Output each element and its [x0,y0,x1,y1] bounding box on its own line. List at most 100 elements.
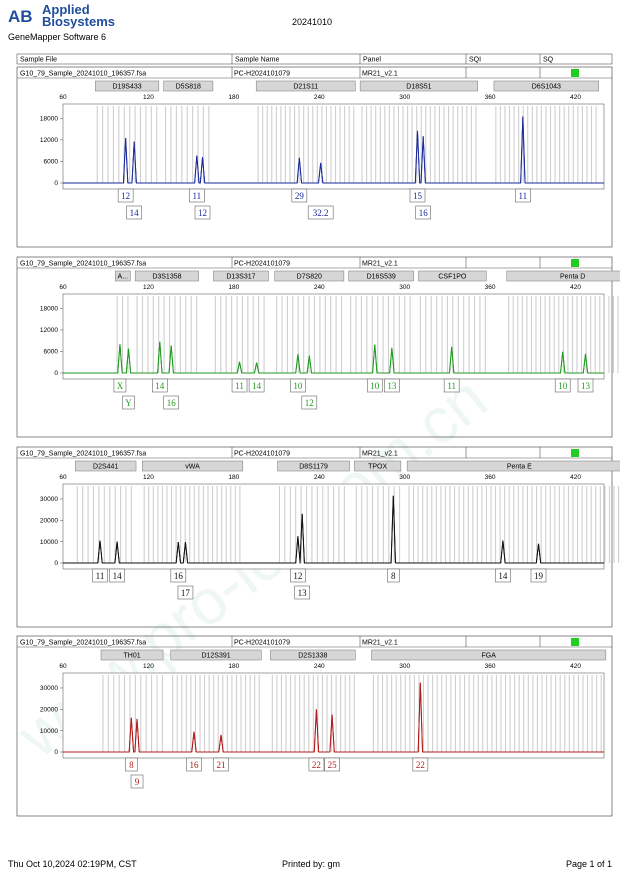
marker-bar [277,460,350,472]
x-tick-label: 420 [570,94,581,101]
panel-frame [16,256,613,438]
peak-mark [97,540,103,564]
allele-call-box [290,378,306,393]
allele-bin [196,296,198,373]
allele-call-label: 15 [413,191,423,201]
allele-bin [172,675,174,752]
peak-29: 29 [291,157,308,203]
allele-call-box [170,568,187,583]
allele-bin [463,486,465,563]
allele-bin [271,106,273,183]
allele-bin [595,486,597,563]
allele-bin [581,486,583,563]
marker-label: D2S441 [93,464,118,471]
x-tick-label: 240 [314,94,325,101]
allele-bin [536,106,538,183]
allele-bin [134,675,136,752]
allele-call-box [307,205,334,220]
allele-bin [590,296,592,373]
panel-blue: G10_79_Sample_20241010_196357.fsa PC-H202… [16,66,613,248]
allele-call-label: 14 [252,381,262,391]
x-tick-label: 60 [59,663,67,670]
allele-bin [554,486,556,563]
allele-bin [504,486,506,563]
x-tick-label: 120 [143,474,154,481]
allele-bin [408,486,410,563]
allele-bin [540,486,542,563]
marker-label: D16S539 [367,274,396,281]
allele-bin [157,486,159,563]
allele-bin [214,296,216,373]
peak-16: 16 [415,136,431,220]
peak-25: 25 [324,714,340,772]
allele-bin [562,296,564,373]
peak-14: 14 [248,362,265,393]
allele-call-label: 11 [235,381,244,391]
sample-file-value: G10_79_Sample_20241010_196357.fsa [20,451,146,458]
allele-bin [375,106,377,183]
allele-bin [103,486,105,563]
allele-bin [276,296,278,373]
peak-10: 10 [366,344,383,393]
allele-bin [141,296,144,373]
peak-10: 10 [554,351,571,393]
allele-bin [526,486,529,563]
allele-bin [278,486,280,563]
allele-bin [618,486,620,563]
marker-label: D2S1338 [298,653,327,660]
allele-bin [577,106,579,183]
peak-mark [114,541,120,564]
allele-call-box [152,378,168,393]
allele-bin [361,106,363,183]
allele-bin [335,675,337,752]
allele-bin [303,106,305,183]
allele-call-label: 17 [181,588,191,598]
x-tick-label: 420 [570,284,581,291]
peak-mark [128,717,135,753]
peak-10: 10 [290,354,306,393]
allele-bin [411,106,413,183]
x-tick-label: 300 [399,94,410,101]
brand-line1: Applied [42,2,90,17]
allele-bin [156,675,158,752]
allele-bin [152,296,154,373]
allele-call-label: 11 [447,381,456,391]
allele-bin [572,486,574,563]
allele-bin [312,675,314,752]
allele-bin [193,486,195,563]
allele-bin [395,675,397,752]
allele-bin [326,675,328,752]
allele-bin [148,486,150,563]
marker-label: D13S317 [226,274,255,281]
allele-call-label: 14 [498,571,508,581]
marker-d5s818: D5S818 [163,80,214,92]
allele-bin [297,296,299,373]
peak-mark [500,540,506,564]
allele-bin [463,675,466,752]
peak-13: 13 [384,347,400,393]
peak-mark [372,344,378,374]
allele-bin [448,106,450,183]
allele-bin [450,675,452,752]
marker-label: D19S433 [112,84,141,91]
sizing-quality-indicator [571,638,579,646]
allele-bin [399,486,401,563]
marker-a-: A... [115,270,131,282]
allele-bin [190,296,192,373]
marker-label: Penta D [560,274,585,281]
allele-bin [397,106,400,183]
allele-bin [404,296,406,373]
y-axis: 0 10000 20000 30000 [40,496,63,567]
allele-bins [96,106,597,183]
allele-call-box [186,757,202,772]
allele-bin [222,675,224,752]
allele-bin [184,486,186,563]
y-tick-label: 12000 [40,327,58,334]
allele-call-label: 13 [298,588,308,598]
peak-mark [253,362,260,374]
peak-22: 22 [308,709,325,772]
allele-bin [419,296,421,373]
marker-bar [134,270,199,282]
allele-call-label: 12 [198,208,207,218]
allele-call-label: 9 [135,777,140,787]
